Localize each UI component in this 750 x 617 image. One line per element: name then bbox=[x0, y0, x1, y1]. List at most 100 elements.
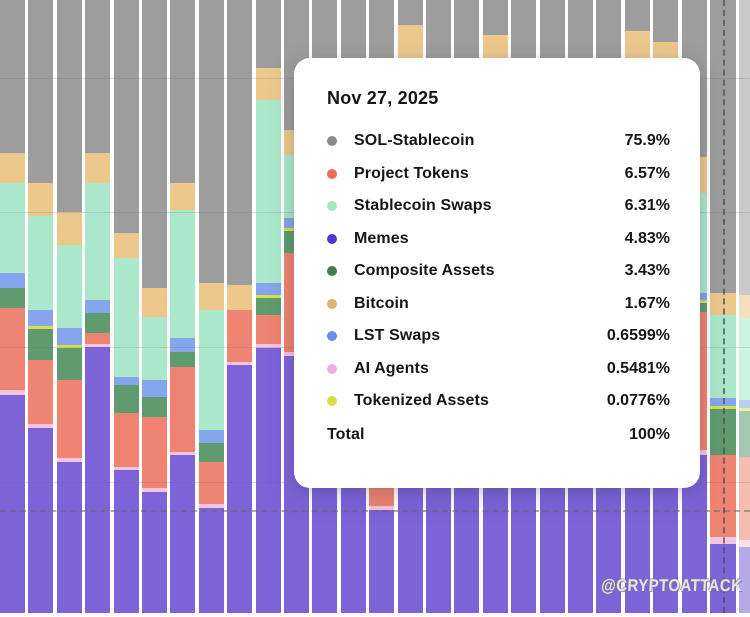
bar-segment-purple bbox=[739, 547, 750, 613]
bar-segment-mint bbox=[28, 216, 53, 310]
legend-series-label: SOL-Stablecoin bbox=[354, 132, 475, 150]
bar-segment-purple bbox=[483, 482, 508, 613]
bar-segment-mint bbox=[85, 183, 110, 300]
bar-segment-blue bbox=[0, 273, 25, 288]
bar-segment-pink bbox=[199, 504, 224, 508]
bar-segment-gold bbox=[28, 183, 53, 216]
bar-segment-mint bbox=[142, 317, 167, 380]
legend-series-value: 6.57% bbox=[624, 164, 670, 182]
bar-segment-blue bbox=[739, 400, 750, 408]
bar-segment-red bbox=[142, 417, 167, 488]
bar-segment-mint bbox=[0, 183, 25, 273]
bar-segment-gray bbox=[625, 0, 650, 31]
bar-segment-yellow bbox=[28, 326, 53, 329]
bar[interactable] bbox=[199, 0, 224, 613]
tooltip-legend-row: Tokenized Assets 0.0776% bbox=[327, 385, 670, 418]
bar-segment-pink bbox=[0, 390, 25, 395]
tooltip-legend-row: SOL-Stablecoin 75.9% bbox=[327, 125, 670, 158]
tooltip-legend-row: Stablecoin Swaps 6.31% bbox=[327, 190, 670, 223]
bar[interactable] bbox=[28, 0, 53, 613]
legend-series-value: 0.5481% bbox=[606, 359, 670, 377]
bar-segment-purple bbox=[256, 348, 281, 613]
bar-segment-gold bbox=[256, 68, 281, 100]
bar-segment-gray bbox=[540, 0, 565, 61]
bar-segment-green bbox=[256, 298, 281, 315]
bar-segment-red bbox=[0, 308, 25, 390]
bar-segment-pink bbox=[227, 362, 252, 365]
tooltip-total-label: Total bbox=[327, 425, 365, 443]
bar[interactable] bbox=[114, 0, 139, 613]
bar-segment-green bbox=[85, 313, 110, 333]
tooltip-total-row: Total 100% bbox=[327, 419, 670, 452]
bar-segment-red bbox=[170, 367, 195, 452]
bar-segment-gold bbox=[85, 153, 110, 183]
legend-series-label: LST Swaps bbox=[354, 327, 441, 345]
bar-segment-gray bbox=[85, 0, 110, 153]
bar-segment-green bbox=[142, 397, 167, 417]
bar-segment-blue bbox=[142, 380, 167, 397]
bar-segment-red bbox=[114, 413, 139, 467]
bar-segment-pink bbox=[369, 506, 394, 510]
bar-segment-purple bbox=[426, 482, 451, 613]
bar-segment-pink bbox=[256, 344, 281, 348]
bar-segment-red bbox=[227, 310, 252, 362]
bar[interactable] bbox=[142, 0, 167, 613]
bar-segment-purple bbox=[369, 510, 394, 613]
bar-segment-gold bbox=[739, 295, 750, 318]
bar-segment-purple bbox=[114, 470, 139, 613]
bar-partial-faded[interactable] bbox=[739, 0, 750, 613]
bar-segment-green bbox=[0, 288, 25, 308]
tooltip-legend-row: Memes 4.83% bbox=[327, 223, 670, 256]
bar-segment-green bbox=[170, 352, 195, 367]
bar-segment-blue bbox=[256, 283, 281, 295]
tooltip-total-value: 100% bbox=[629, 425, 670, 443]
bar-segment-purple bbox=[170, 455, 195, 613]
tooltip-legend-row: Composite Assets 3.43% bbox=[327, 255, 670, 288]
bar[interactable] bbox=[256, 0, 281, 613]
bar-segment-gray bbox=[483, 0, 508, 35]
legend-series-value: 4.83% bbox=[624, 229, 670, 247]
legend-series-label: Memes bbox=[354, 229, 409, 247]
bar-segment-gray bbox=[199, 0, 224, 283]
bar-segment-gold bbox=[199, 283, 224, 310]
bar-segment-yellow bbox=[256, 295, 281, 298]
legend-series-value: 0.6599% bbox=[606, 327, 670, 345]
bar[interactable] bbox=[0, 0, 25, 613]
bar-segment-pink bbox=[739, 540, 750, 547]
legend-series-value: 0.0776% bbox=[606, 392, 670, 410]
bar-segment-gold bbox=[114, 233, 139, 258]
bar-segment-purple bbox=[454, 484, 479, 613]
bar-segment-yellow bbox=[57, 345, 82, 348]
bar-segment-mint bbox=[739, 318, 750, 400]
bar[interactable] bbox=[57, 0, 82, 613]
bar-segment-red bbox=[85, 333, 110, 344]
legend-dot-icon bbox=[327, 136, 337, 147]
legend-dot-icon bbox=[327, 266, 337, 277]
bar[interactable] bbox=[227, 0, 252, 613]
dashed-reference-line bbox=[0, 510, 750, 512]
bar-segment-gold bbox=[0, 153, 25, 183]
watermark-text: @CRYPTOATTACK bbox=[600, 576, 743, 595]
bar-segment-yellow bbox=[739, 408, 750, 411]
bar-segment-gray bbox=[0, 0, 25, 153]
bar-segment-purple bbox=[312, 484, 337, 613]
bar-segment-green bbox=[114, 385, 139, 413]
bar-segment-red bbox=[199, 462, 224, 504]
bar-segment-gray bbox=[57, 0, 82, 212]
bar[interactable] bbox=[170, 0, 195, 613]
bar-segment-blue bbox=[85, 300, 110, 313]
bar-segment-gray bbox=[170, 0, 195, 183]
bar-segment-purple bbox=[596, 484, 621, 613]
bar-segment-purple bbox=[398, 485, 423, 613]
bar-segment-green bbox=[739, 411, 750, 457]
legend-series-label: Tokenized Assets bbox=[354, 392, 489, 410]
bar-segment-purple bbox=[568, 483, 593, 613]
legend-dot-icon bbox=[327, 363, 337, 374]
bar-segment-pink bbox=[142, 488, 167, 492]
bar[interactable] bbox=[85, 0, 110, 613]
hover-tooltip: Nov 27, 2025 SOL-Stablecoin 75.9% Project … bbox=[294, 58, 700, 488]
tooltip-legend-row: LST Swaps 0.6599% bbox=[327, 320, 670, 353]
bar-segment-mint bbox=[57, 245, 82, 328]
bar-segment-purple bbox=[57, 462, 82, 613]
